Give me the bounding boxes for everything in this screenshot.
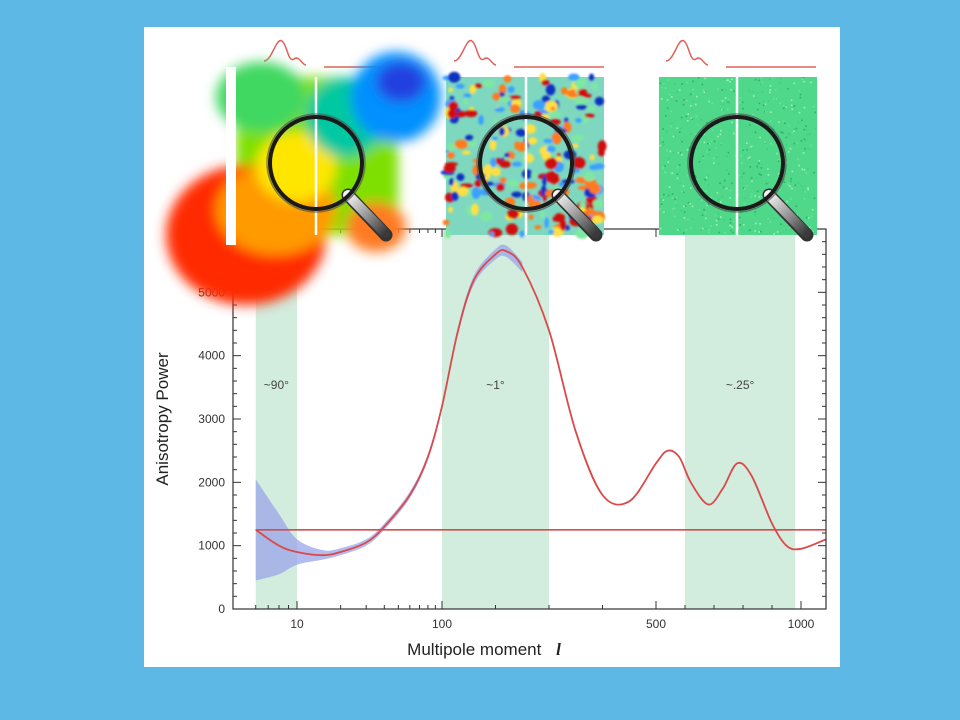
band-labels: ~90° ~1° ~.25° [264,378,755,392]
zoom-insets [166,39,817,305]
band-label-1: ~1° [486,378,505,392]
power-spectrum-chart: ~90° ~1° ~.25° 10 100 500 1000 0 1000 2000 3000 4… [153,39,827,659]
inset-3-magnifier-handle [764,190,811,238]
inset-2-magnifier-handle [553,190,600,238]
inset-2-spectrum-icon [453,39,497,66]
band-1 [442,229,549,609]
inset-medium-scale [440,39,607,242]
inset-large-scale [166,39,441,305]
x-tick-label: 1000 [788,617,815,631]
inset-1-magnifier-handle [343,190,390,238]
x-axis-label: Multipole moment l [407,640,561,659]
inset-3-spectrum-icon [665,39,709,66]
inset-1-magnifier-lens-outer [266,113,366,213]
series-0-line [255,249,826,557]
x-tick-label: 100 [432,617,452,631]
inset-1-spectrum-icon [263,39,307,66]
angular-scale-bands [255,229,796,609]
y-tick-label: 2000 [198,475,225,489]
inset-3-magnifier-lens-rim [689,115,785,211]
band-2 [685,229,796,609]
inset-1-magnifier-lens-rim [268,115,364,211]
band-label-0: ~90° [264,378,289,392]
y-tick-label: 3000 [198,412,225,426]
y-tick-label: 1000 [198,539,225,553]
y-tick-label: 0 [218,602,225,616]
inset-small-scale [659,39,817,242]
x-tick-label: 10 [290,617,304,631]
x-tick-labels: 10 100 500 1000 [290,617,814,631]
y-axis-label: Anisotropy Power [153,352,172,486]
inset-2-magnifier-lens-outer [476,113,576,213]
x-axis-label-text: Multipole moment [407,640,541,659]
inset-3-magnifier-lens-outer [687,113,787,213]
band-label-2: ~.25° [726,378,755,392]
inset-1-field [166,52,441,305]
y-tick-label: 4000 [198,349,225,363]
x-tick-label: 500 [646,617,666,631]
figure-panel: ~90° ~1° ~.25° 10 100 500 1000 0 1000 2000 3000 4… [144,27,840,667]
series-group [255,249,826,557]
inset-2-magnifier-lens-rim [478,115,574,211]
x-axis-symbol: l [556,640,561,659]
